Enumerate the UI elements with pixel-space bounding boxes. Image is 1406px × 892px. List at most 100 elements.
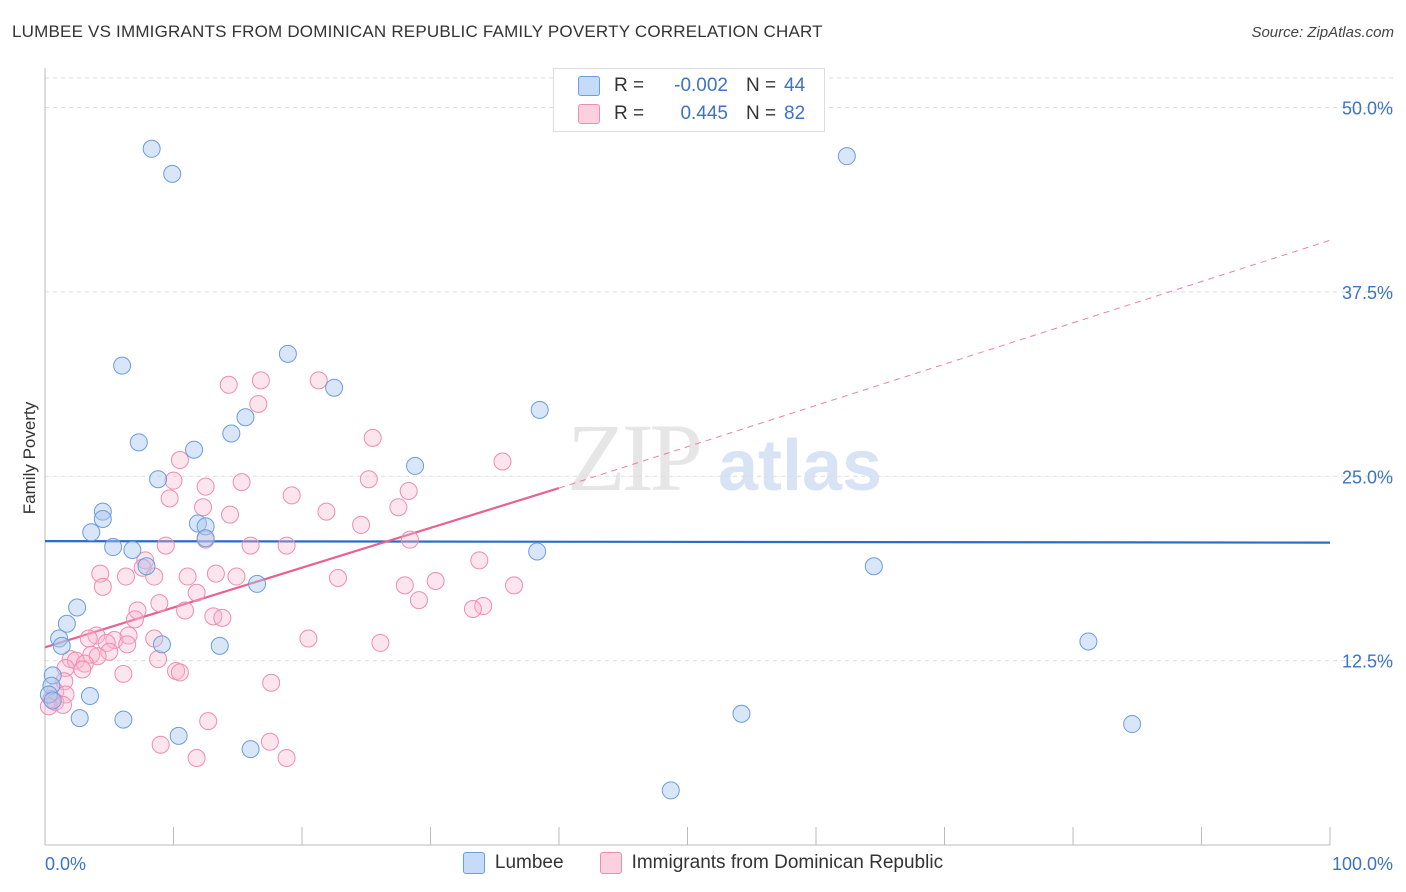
lumbee-point <box>196 529 215 548</box>
lumbee-point <box>93 510 112 529</box>
stats-legend: R = -0.002 N = 44 R = 0.445 N = 82 <box>553 68 825 132</box>
immigrants-point <box>91 564 110 583</box>
lumbee-point <box>129 433 148 452</box>
immigrants-point <box>79 629 98 648</box>
x-tick-label: 100.0% <box>1332 854 1393 874</box>
lumbee-swatch <box>578 76 600 96</box>
immigrants-point <box>164 471 183 490</box>
immigrants-point <box>204 607 223 626</box>
lumbee-point <box>52 636 71 655</box>
r-label: R = <box>614 75 645 96</box>
n-label: N = <box>746 103 777 124</box>
n-label: N = <box>746 75 777 96</box>
immigrants-point <box>227 567 246 586</box>
immigrants-point <box>400 530 419 549</box>
immigrants-point <box>352 515 371 534</box>
immigrants-point <box>176 601 195 620</box>
lumbee-point <box>837 147 856 166</box>
r-value: 0.445 <box>680 103 728 124</box>
legend-label-lumbee: Lumbee <box>494 852 564 873</box>
immigrants-point <box>426 571 445 590</box>
immigrants-point <box>73 660 92 679</box>
legend-item-lumbee[interactable]: Lumbee <box>462 852 564 874</box>
watermark-zip: ZIP <box>567 404 700 511</box>
watermark: ZIP atlas <box>567 404 882 511</box>
lumbee-point <box>68 598 87 617</box>
immigrants-point <box>145 567 164 586</box>
lumbee-point <box>50 629 69 648</box>
immigrants-point <box>100 642 119 661</box>
immigrants-point <box>277 748 296 767</box>
immigrants-point <box>395 576 414 595</box>
immigrants-point <box>463 600 482 618</box>
lumbee-point <box>1079 632 1098 651</box>
immigrants-point <box>409 591 428 610</box>
r-value: -0.002 <box>674 75 728 96</box>
immigrants-point <box>309 371 328 390</box>
immigrants-point <box>213 608 232 627</box>
immigrants-legend-swatch <box>599 852 622 874</box>
lumbee-point <box>1123 715 1142 734</box>
watermark-atlas: atlas <box>718 426 882 506</box>
immigrants-point <box>232 473 251 492</box>
lumbee-point <box>169 726 188 745</box>
lumbee-point <box>80 687 99 706</box>
lumbee-point <box>732 704 751 723</box>
immigrants-point <box>299 629 318 648</box>
immigrants-point <box>187 583 206 602</box>
immigrants-point <box>219 375 238 394</box>
chart-title: LUMBEE VS IMMIGRANTS FROM DOMINICAN REPU… <box>12 22 823 41</box>
immigrants-point <box>178 567 197 586</box>
immigrants-point <box>328 569 347 588</box>
legend-item-immigrants[interactable]: Immigrants from Dominican Republic <box>599 852 943 874</box>
lumbee-point <box>149 470 168 489</box>
stats-row-lumbee: R = -0.002 N = 44 <box>578 73 805 99</box>
immigrants-point <box>371 633 390 652</box>
lumbee-point <box>236 408 255 427</box>
immigrants-point <box>399 482 418 500</box>
lumbee-point <box>104 538 123 557</box>
lumbee-point <box>241 740 260 759</box>
immigrants-point <box>136 551 155 570</box>
immigrants-point <box>470 551 489 570</box>
lumbee-point <box>185 440 204 459</box>
lumbee-point <box>163 164 182 183</box>
immigrants-point <box>249 394 268 413</box>
series-legend: Lumbee Immigrants from Dominican Republi… <box>0 852 1406 874</box>
immigrants-point <box>474 597 493 616</box>
immigrants-point <box>160 489 179 508</box>
immigrants-point <box>359 470 378 489</box>
immigrants-point <box>187 748 206 767</box>
n-value: 44 <box>784 75 806 96</box>
lumbee-trendline <box>44 540 1331 544</box>
lumbee-point <box>530 400 549 419</box>
immigrants-point <box>53 695 72 714</box>
lumbee-point <box>210 636 229 655</box>
immigrants-point <box>389 498 408 517</box>
immigrants-point <box>194 498 213 517</box>
immigrants-point <box>150 594 169 613</box>
immigrants-point <box>196 477 215 496</box>
lumbee-point <box>222 424 241 443</box>
immigrants-point <box>262 673 281 692</box>
lumbee-point <box>152 635 171 654</box>
immigrants-point <box>317 502 336 521</box>
immigrants-point <box>82 645 101 664</box>
lumbee-point <box>43 691 62 710</box>
lumbee-point <box>278 344 297 363</box>
lumbee-point <box>406 456 425 475</box>
source-label: Source: ZipAtlas.com <box>1251 24 1394 41</box>
immigrants-point <box>221 505 240 524</box>
immigrants-point <box>125 610 144 629</box>
lumbee-point <box>123 541 142 559</box>
lumbee-point <box>325 378 344 397</box>
immigrants-point <box>114 664 133 683</box>
immigrants-trendline <box>44 486 560 649</box>
immigrants-point <box>116 567 135 586</box>
x-tick-label: 0.0% <box>45 854 86 874</box>
immigrants-point <box>156 536 175 555</box>
lumbee-point <box>93 502 112 521</box>
lumbee-point <box>82 523 101 542</box>
lumbee-point <box>528 542 547 561</box>
